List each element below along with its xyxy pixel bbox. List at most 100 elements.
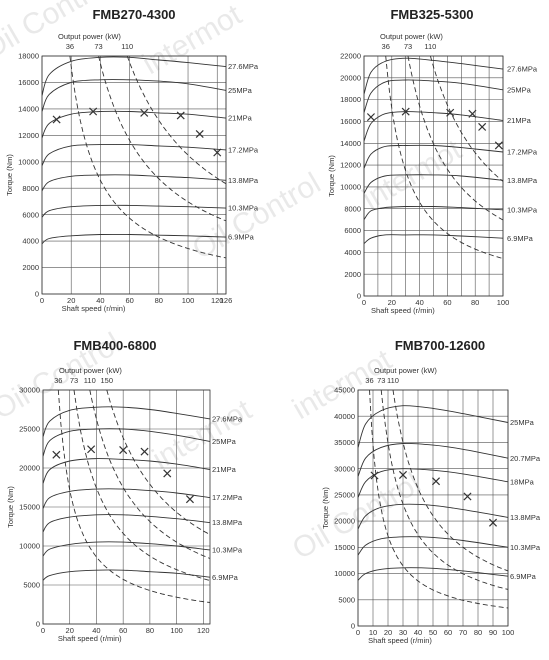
power-curve-label: 73 — [377, 376, 385, 385]
power-curve-110kw — [429, 56, 503, 182]
torque-curve-13-8mpa — [364, 174, 503, 194]
series-label: 17.2MPa — [507, 148, 538, 157]
torque-curve-13-8mpa — [43, 514, 210, 533]
y-tick-label: 16000 — [340, 117, 361, 126]
torque-curve-6-9mpa — [358, 567, 508, 581]
x-tick-label: 60 — [443, 298, 451, 307]
x-tick-label: 80 — [471, 298, 479, 307]
y-tick-label: 12000 — [340, 161, 361, 170]
power-curve-label: 110 — [84, 376, 96, 385]
power-curve-label: 36 — [66, 42, 74, 51]
chart-title: FMB700-12600 — [395, 338, 485, 353]
y-tick-label: 2000 — [344, 270, 361, 279]
x-axis-label: Shaft speed (r/min) — [371, 306, 435, 315]
watermark-text: intermot — [147, 393, 258, 476]
torque-curve-27-6mpa — [43, 406, 210, 437]
y-tick-label: 0 — [351, 622, 355, 631]
torque-curve-6-9mpa — [42, 233, 226, 245]
series-label: 13.8MPa — [228, 176, 259, 185]
y-tick-label: 40000 — [334, 412, 355, 421]
series-label: 6.9MPa — [228, 233, 255, 242]
x-tick-label: 20 — [384, 628, 392, 637]
y-tick-label: 30000 — [334, 464, 355, 473]
y-tick-label: 6000 — [22, 210, 39, 219]
power-axis-label: Output power (kW) — [59, 366, 122, 375]
cross-marker — [401, 107, 410, 116]
cross-marker — [370, 471, 379, 480]
x-tick-label: 100 — [502, 628, 515, 637]
y-tick-label: 12000 — [18, 131, 39, 140]
cross-marker — [87, 445, 96, 454]
x-tick-label: 30 — [399, 628, 407, 637]
series-label: 27.6MPa — [507, 65, 538, 74]
series-label: 20.7MPa — [510, 454, 541, 463]
power-curve-110kw — [392, 390, 508, 572]
x-tick-label: 40 — [414, 628, 422, 637]
cross-marker — [52, 450, 61, 459]
x-tick-label: 0 — [41, 626, 45, 635]
x-tick-label: 10 — [369, 628, 377, 637]
x-tick-label: 90 — [489, 628, 497, 637]
power-curve-label: 110 — [424, 42, 436, 51]
y-tick-label: 18000 — [340, 95, 361, 104]
series-label: 27.6MPa — [212, 414, 243, 423]
torque-curve-10-3mpa — [358, 536, 508, 556]
series-label: 25MPa — [228, 86, 253, 95]
x-tick-label: 20 — [67, 296, 75, 305]
power-curve-label: 73 — [70, 376, 78, 385]
power-curve-36kw — [385, 56, 503, 259]
plot-frame — [363, 55, 504, 297]
x-tick-label: 60 — [444, 628, 452, 637]
power-curve-110kw — [126, 56, 226, 185]
x-axis-label: Shaft speed (r/min) — [62, 304, 126, 313]
cross-marker — [366, 113, 375, 122]
chart-title: FMB270-4300 — [92, 7, 175, 22]
series-label: 17.2MPa — [228, 145, 259, 154]
cross-marker — [478, 122, 487, 131]
torque-curve-17-2mpa — [43, 488, 210, 509]
series-label: 13.8MPa — [212, 518, 243, 527]
y-tick-label: 6000 — [344, 226, 361, 235]
y-tick-label: 10000 — [18, 157, 39, 166]
series-label: 10.3MPa — [212, 546, 243, 555]
y-tick-label: 20000 — [334, 517, 355, 526]
power-curve-label: 36 — [54, 376, 62, 385]
series-label: 10.3MPa — [507, 205, 538, 214]
power-curve-73kw — [407, 56, 503, 221]
y-tick-label: 5000 — [23, 581, 40, 590]
x-tick-label: 0 — [356, 628, 360, 637]
y-tick-label: 8000 — [344, 204, 361, 213]
x-tick-label: 40 — [96, 296, 104, 305]
chart-fmb400-6800: FMB400-6800 0 5000 10000 15000 20000 25000 3000… — [6, 338, 243, 643]
x-tick-label: 120 — [211, 296, 224, 305]
x-tick-label: 20 — [388, 298, 396, 307]
y-tick-label: 20000 — [19, 464, 40, 473]
cross-marker — [119, 446, 128, 455]
x-tick-label: 100 — [182, 296, 195, 305]
cross-marker — [89, 107, 98, 116]
cross-marker — [195, 129, 204, 139]
power-curve-label: 110 — [387, 376, 399, 385]
y-axis-label: Torque (Nm) — [5, 154, 14, 196]
x-tick-label: 40 — [415, 298, 423, 307]
torque-curve-10-3mpa — [43, 541, 210, 557]
power-curve-label: 36 — [382, 42, 390, 51]
x-tick-label: 60 — [125, 296, 133, 305]
torque-curve-10-3mpa — [42, 204, 226, 218]
x-tick-label: 0 — [362, 298, 366, 307]
power-curve-label: 110 — [121, 42, 133, 51]
y-tick-label: 25000 — [334, 490, 355, 499]
chart-fmb325-5300: FMB325-5300 0 2000 4000 6000 8000 10000 12000 14… — [327, 7, 538, 315]
series-label: 6.9MPa — [507, 234, 534, 243]
torque-curve-6-9mpa — [43, 569, 210, 581]
cross-marker — [494, 141, 503, 150]
plot-frame — [42, 389, 211, 625]
x-axis-label: Shaft speed (r/min) — [58, 634, 122, 643]
chart-title: FMB400-6800 — [73, 338, 156, 353]
y-tick-label: 35000 — [334, 438, 355, 447]
y-tick-label: 10000 — [19, 542, 40, 551]
series-label: 6.9MPa — [510, 572, 537, 581]
power-curve-150kw — [106, 390, 210, 535]
x-tick-label: 50 — [429, 628, 437, 637]
y-tick-label: 45000 — [334, 386, 355, 395]
